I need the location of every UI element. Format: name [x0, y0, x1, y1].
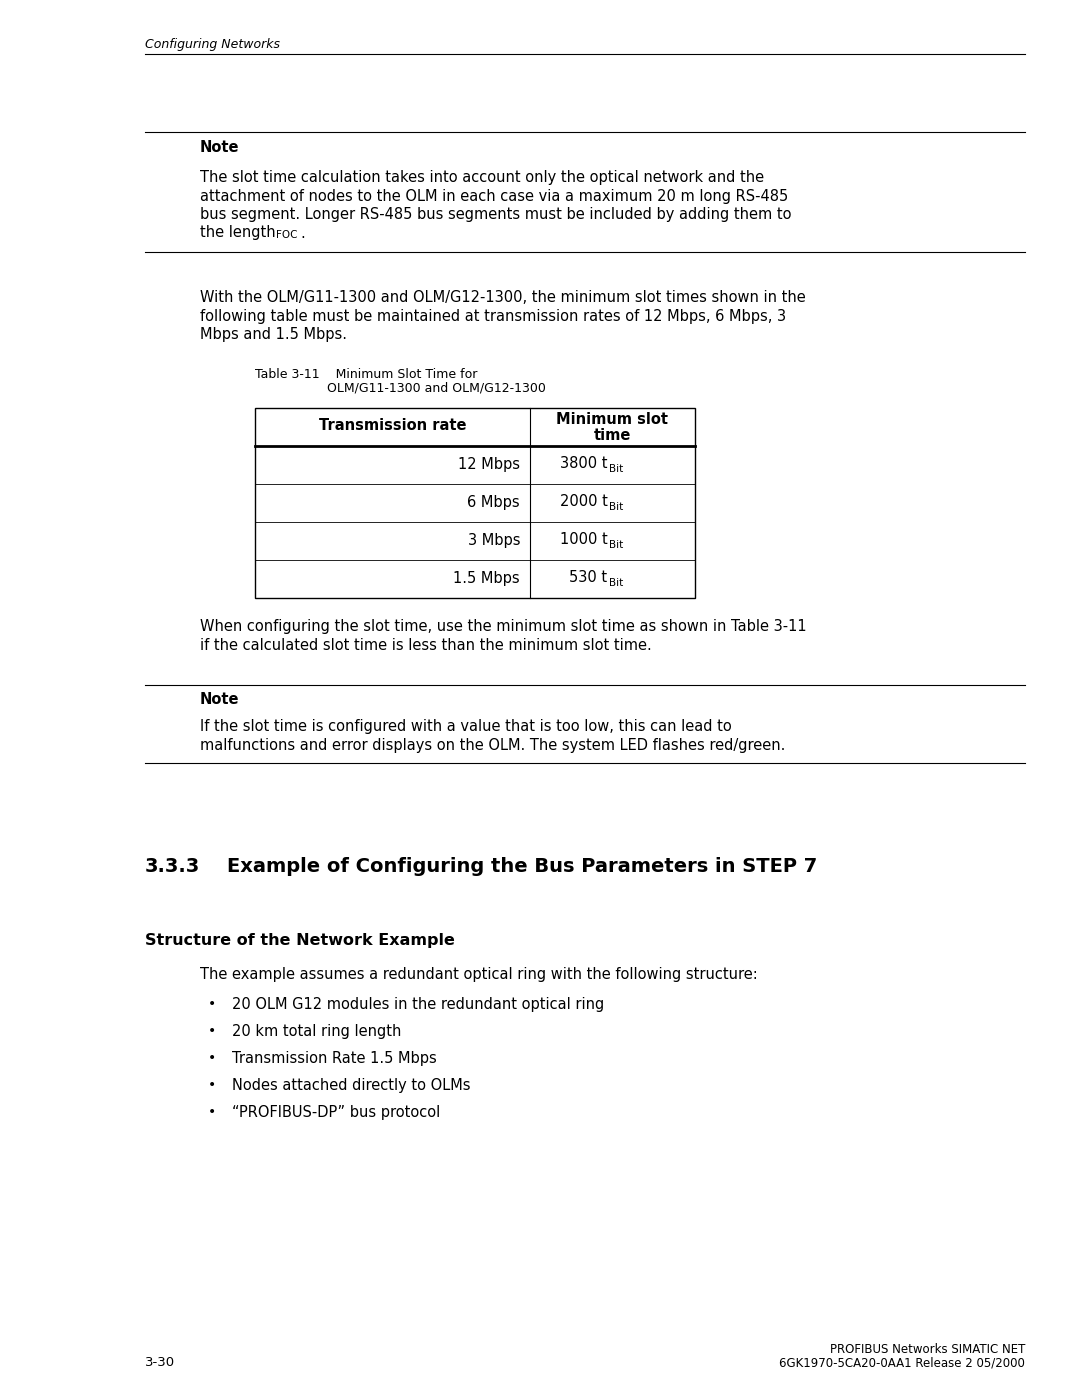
- Text: Note: Note: [200, 693, 240, 707]
- Text: the length: the length: [200, 225, 280, 240]
- Text: Bit: Bit: [609, 539, 624, 549]
- Text: bus segment. Longer RS-485 bus segments must be included by adding them to: bus segment. Longer RS-485 bus segments …: [200, 207, 792, 222]
- Text: •: •: [208, 1078, 216, 1092]
- Text: •: •: [208, 1024, 216, 1038]
- Text: When configuring the slot time, use the minimum slot time as shown in Table 3-11: When configuring the slot time, use the …: [200, 619, 807, 634]
- Text: Bit: Bit: [609, 577, 624, 588]
- Text: The slot time calculation takes into account only the optical network and the: The slot time calculation takes into acc…: [200, 170, 765, 184]
- Text: following table must be maintained at transmission rates of 12 Mbps, 6 Mbps, 3: following table must be maintained at tr…: [200, 309, 786, 324]
- Text: 3800 t: 3800 t: [561, 455, 607, 471]
- Text: Transmission Rate 1.5 Mbps: Transmission Rate 1.5 Mbps: [232, 1051, 436, 1066]
- Text: 530 t: 530 t: [569, 570, 607, 585]
- Text: Bit: Bit: [609, 464, 624, 474]
- Text: If the slot time is configured with a value that is too low, this can lead to: If the slot time is configured with a va…: [200, 719, 732, 735]
- Text: Example of Configuring the Bus Parameters in STEP 7: Example of Configuring the Bus Parameter…: [227, 858, 818, 876]
- Text: 2000 t: 2000 t: [559, 495, 607, 509]
- Text: .: .: [300, 225, 305, 240]
- Text: 1000 t: 1000 t: [559, 532, 607, 548]
- Text: Transmission rate: Transmission rate: [319, 418, 467, 433]
- Text: malfunctions and error displays on the OLM. The system LED flashes red/green.: malfunctions and error displays on the O…: [200, 738, 785, 753]
- Text: Mbps and 1.5 Mbps.: Mbps and 1.5 Mbps.: [200, 327, 347, 342]
- Text: 6 Mbps: 6 Mbps: [468, 495, 519, 510]
- Text: 20 OLM G12 modules in the redundant optical ring: 20 OLM G12 modules in the redundant opti…: [232, 997, 604, 1011]
- Text: if the calculated slot time is less than the minimum slot time.: if the calculated slot time is less than…: [200, 638, 651, 652]
- Text: 3 Mbps: 3 Mbps: [468, 534, 519, 548]
- Text: attachment of nodes to the OLM in each case via a maximum 20 m long RS-485: attachment of nodes to the OLM in each c…: [200, 189, 788, 204]
- Text: 12 Mbps: 12 Mbps: [458, 457, 519, 472]
- Text: Minimum slot: Minimum slot: [556, 412, 669, 427]
- Text: The example assumes a redundant optical ring with the following structure:: The example assumes a redundant optical …: [200, 967, 758, 982]
- Text: With the OLM/G11-1300 and OLM/G12-1300, the minimum slot times shown in the: With the OLM/G11-1300 and OLM/G12-1300, …: [200, 291, 806, 305]
- Text: 6GK1970-5CA20-0AA1 Release 2 05/2000: 6GK1970-5CA20-0AA1 Release 2 05/2000: [779, 1356, 1025, 1369]
- Text: •: •: [208, 1051, 216, 1065]
- Text: Configuring Networks: Configuring Networks: [145, 38, 280, 52]
- Text: FOC: FOC: [276, 229, 297, 239]
- Text: “PROFIBUS-DP” bus protocol: “PROFIBUS-DP” bus protocol: [232, 1105, 441, 1120]
- Text: 20 km total ring length: 20 km total ring length: [232, 1024, 402, 1039]
- Text: Nodes attached directly to OLMs: Nodes attached directly to OLMs: [232, 1078, 471, 1092]
- Text: 1.5 Mbps: 1.5 Mbps: [454, 571, 519, 585]
- Text: 3-30: 3-30: [145, 1356, 175, 1369]
- Text: •: •: [208, 997, 216, 1011]
- Text: 3.3.3: 3.3.3: [145, 858, 200, 876]
- Bar: [255, 408, 696, 598]
- Text: Structure of the Network Example: Structure of the Network Example: [145, 933, 455, 947]
- Text: Bit: Bit: [609, 502, 624, 511]
- Text: OLM/G11-1300 and OLM/G12-1300: OLM/G11-1300 and OLM/G12-1300: [327, 381, 545, 394]
- Text: time: time: [594, 427, 631, 443]
- Text: PROFIBUS Networks SIMATIC NET: PROFIBUS Networks SIMATIC NET: [829, 1343, 1025, 1356]
- Text: •: •: [208, 1105, 216, 1119]
- Text: Note: Note: [200, 140, 240, 155]
- Text: Table 3-11    Minimum Slot Time for: Table 3-11 Minimum Slot Time for: [255, 367, 477, 380]
